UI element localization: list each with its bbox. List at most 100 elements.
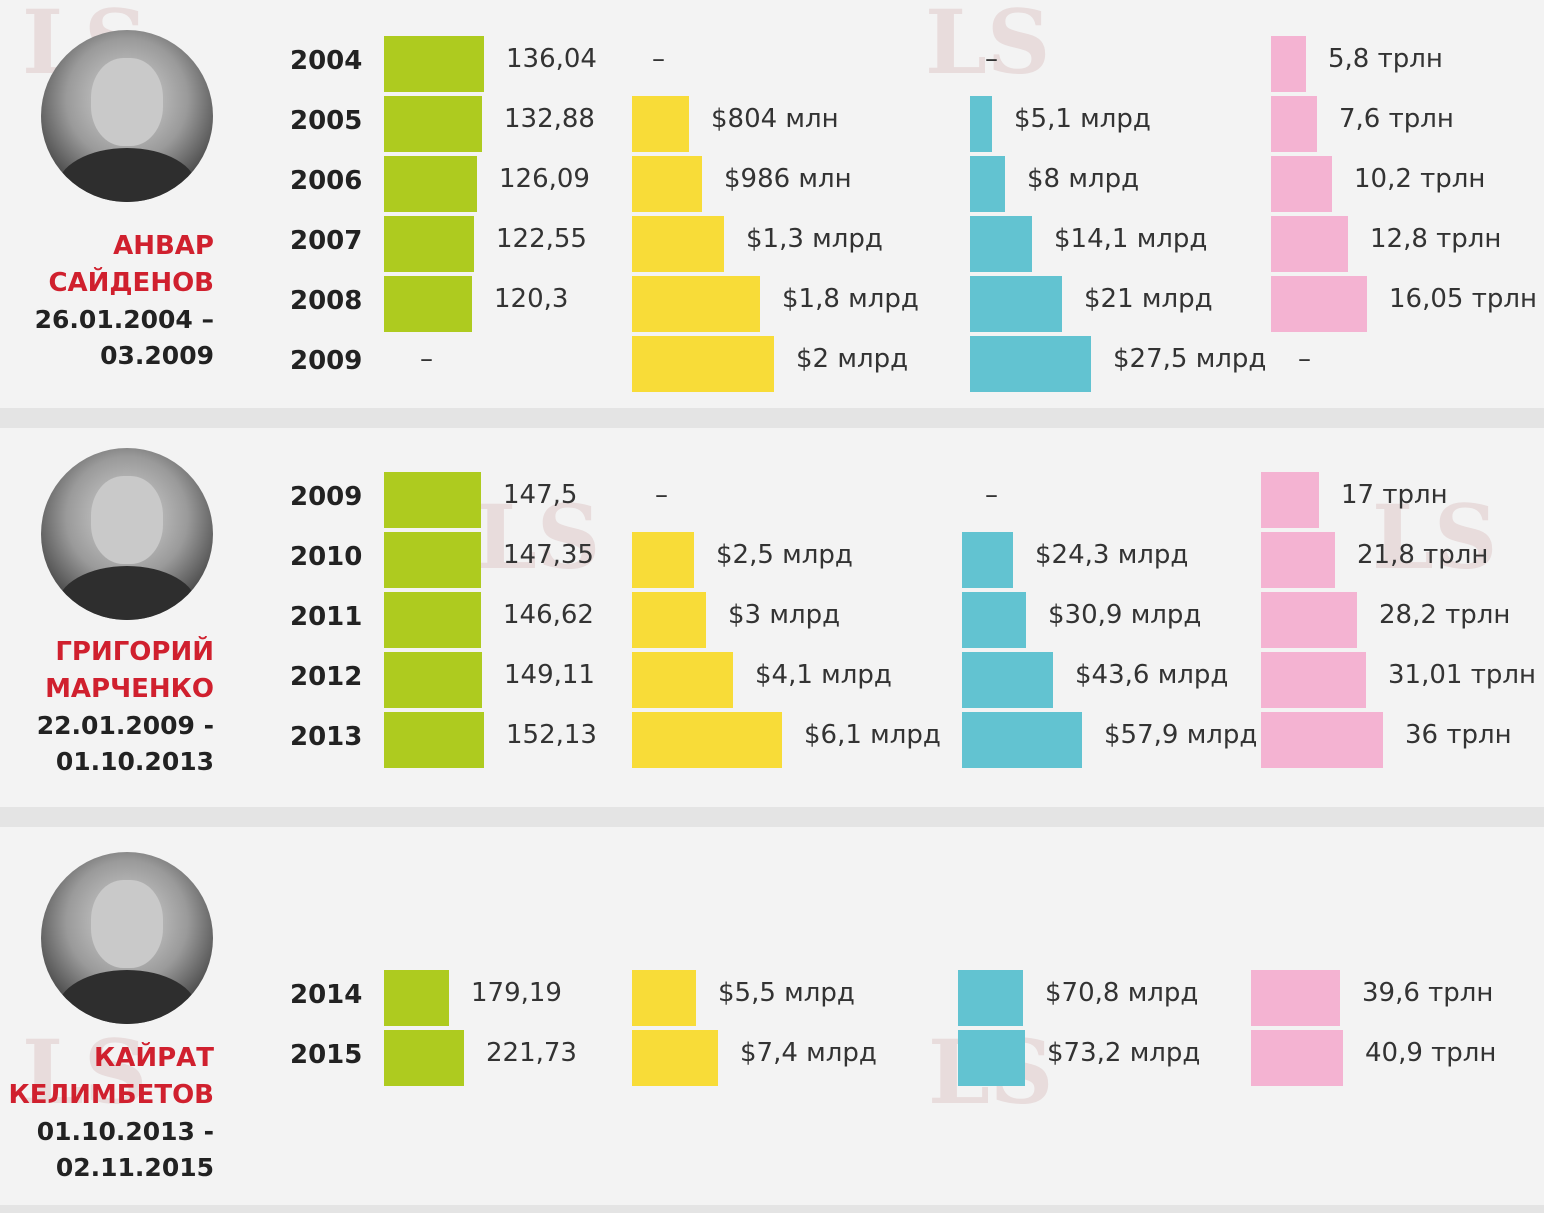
bar-yellow <box>632 276 760 332</box>
bar-pink <box>1271 276 1367 332</box>
bar-green <box>384 652 482 708</box>
value-label-green: 126,09 <box>499 164 590 194</box>
watermark-logo: LS <box>475 485 601 589</box>
value-label-green: 149,11 <box>504 660 595 690</box>
year-label: 2007 <box>290 226 363 256</box>
year-label: 2009 <box>290 482 363 512</box>
value-label-yellow: $2 млрд <box>796 344 909 374</box>
value-label-blue: $57,9 млрд <box>1104 720 1258 750</box>
value-label-pink: 5,8 трлн <box>1328 44 1443 74</box>
bar-yellow <box>632 1030 718 1086</box>
person-surname: МАРЧЕНКО <box>45 674 214 704</box>
bar-green <box>384 36 484 92</box>
term-start: 22.01.2009 - <box>36 711 214 740</box>
bar-green <box>384 156 477 212</box>
value-label-pink: 36 трлн <box>1405 720 1512 750</box>
bar-green <box>384 216 474 272</box>
value-label-blue: $5,1 млрд <box>1014 104 1151 134</box>
value-label-yellow: $804 млн <box>711 104 839 134</box>
value-label-blue: $70,8 млрд <box>1045 978 1199 1008</box>
value-label-yellow: $986 млн <box>724 164 852 194</box>
value-label-pink: 10,2 трлн <box>1354 164 1486 194</box>
person-name: ГРИГОРИЙ <box>55 637 214 667</box>
bar-pink <box>1261 592 1357 648</box>
portrait-photo <box>41 448 213 620</box>
value-label-yellow: $1,8 млрд <box>782 284 919 314</box>
portrait-body <box>57 148 197 202</box>
value-label-pink: 40,9 трлн <box>1365 1038 1497 1068</box>
bar-yellow <box>632 96 689 152</box>
value-label-blue: $27,5 млрд <box>1113 344 1267 374</box>
value-label-yellow: $6,1 млрд <box>804 720 941 750</box>
value-label-yellow: $2,5 млрд <box>716 540 853 570</box>
value-label-yellow: $7,4 млрд <box>740 1038 877 1068</box>
year-label: 2004 <box>290 46 363 76</box>
term-start: 01.10.2013 - <box>36 1117 214 1146</box>
bar-yellow <box>632 216 724 272</box>
year-label: 2014 <box>290 980 363 1010</box>
person-surname: САЙДЕНОВ <box>48 268 214 298</box>
bar-yellow <box>632 336 774 392</box>
bar-green <box>384 592 481 648</box>
bar-pink <box>1271 216 1348 272</box>
value-label-pink: 31,01 трлн <box>1388 660 1536 690</box>
section-divider <box>0 408 1544 428</box>
bar-blue <box>970 96 992 152</box>
bar-green <box>384 970 449 1026</box>
no-data-dash: – <box>420 344 433 374</box>
bar-pink <box>1271 156 1332 212</box>
value-label-yellow: $4,1 млрд <box>755 660 892 690</box>
value-label-pink: 39,6 трлн <box>1362 978 1494 1008</box>
portrait-photo <box>41 852 213 1024</box>
bar-blue <box>970 216 1032 272</box>
value-label-green: 146,62 <box>503 600 594 630</box>
watermark-logo: LS <box>1372 485 1498 589</box>
no-data-dash: – <box>655 480 668 510</box>
watermark-logo: LS <box>22 1020 148 1124</box>
value-label-green: 221,73 <box>486 1038 577 1068</box>
year-label: 2013 <box>290 722 363 752</box>
person-name: КАЙРАТ <box>93 1043 214 1073</box>
value-label-pink: 17 трлн <box>1341 480 1448 510</box>
value-label-green: 179,19 <box>471 978 562 1008</box>
bar-blue <box>962 592 1026 648</box>
bar-pink <box>1261 532 1335 588</box>
bar-blue <box>958 1030 1025 1086</box>
value-label-blue: $14,1 млрд <box>1054 224 1208 254</box>
bar-pink <box>1261 712 1383 768</box>
bar-yellow <box>632 712 782 768</box>
value-label-green: 147,35 <box>503 540 594 570</box>
value-label-green: 152,13 <box>506 720 597 750</box>
year-label: 2015 <box>290 1040 363 1070</box>
value-label-blue: $43,6 млрд <box>1075 660 1229 690</box>
no-data-dash: – <box>1298 344 1311 374</box>
person-name: АНВАР <box>113 231 214 261</box>
value-label-green: 136,04 <box>506 44 597 74</box>
person-surname: КЕЛИМБЕТОВ <box>8 1080 214 1110</box>
bar-blue <box>962 532 1013 588</box>
value-label-blue: $21 млрд <box>1084 284 1213 314</box>
value-label-blue: $73,2 млрд <box>1047 1038 1201 1068</box>
year-label: 2005 <box>290 106 363 136</box>
portrait-head <box>91 58 163 146</box>
portrait-head <box>91 476 163 564</box>
bar-yellow <box>632 592 706 648</box>
bar-pink <box>1251 1030 1343 1086</box>
value-label-yellow: $5,5 млрд <box>718 978 855 1008</box>
bar-green <box>384 96 482 152</box>
bar-yellow <box>632 532 694 588</box>
bar-blue <box>962 712 1082 768</box>
value-label-green: 120,3 <box>494 284 569 314</box>
watermark-logo: LS <box>925 0 1051 94</box>
value-label-yellow: $3 млрд <box>728 600 841 630</box>
bar-pink <box>1271 96 1317 152</box>
bar-blue <box>970 156 1005 212</box>
portrait-head <box>91 880 163 968</box>
section-divider <box>0 1205 1544 1213</box>
bar-pink <box>1261 472 1319 528</box>
bar-yellow <box>632 970 696 1026</box>
bar-blue <box>958 970 1023 1026</box>
value-label-green: 147,5 <box>503 480 578 510</box>
year-label: 2010 <box>290 542 363 572</box>
